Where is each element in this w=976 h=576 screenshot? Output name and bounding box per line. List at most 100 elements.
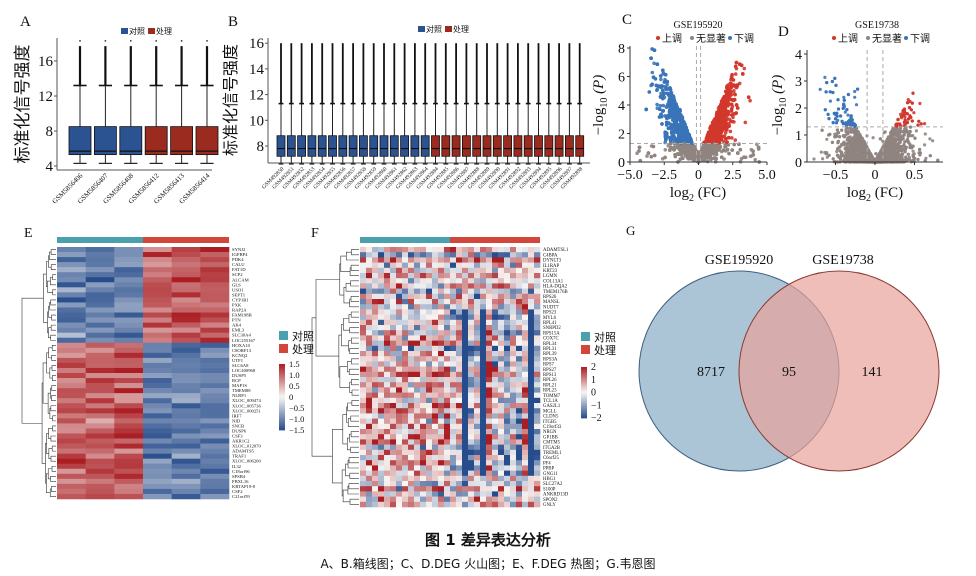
point-ns <box>751 149 755 153</box>
box-body <box>338 135 348 157</box>
point-down <box>669 130 674 135</box>
legend-swatch-treat <box>445 26 452 32</box>
y-tick-label: 16 <box>38 54 54 70</box>
point-up <box>729 90 733 94</box>
plot-title: GSE195920 <box>674 20 723 31</box>
panel-label: B <box>228 14 238 30</box>
outlier-point <box>79 39 81 42</box>
point-down <box>660 122 664 126</box>
box-GSM492893: GSM492893 <box>508 43 533 191</box>
box-GSM492852: GSM492852 <box>282 43 307 191</box>
scatter-points <box>635 47 761 164</box>
legend-label-up: 上调 <box>662 33 682 45</box>
box-body <box>379 135 389 157</box>
legend-label-ns: 无显著 <box>696 32 726 45</box>
box-body <box>575 135 585 157</box>
point-up <box>732 92 737 96</box>
legend-label-control: 对照 <box>129 26 145 36</box>
y-tick-label: 10 <box>249 113 264 129</box>
box-body <box>276 135 286 157</box>
point-ns <box>712 150 716 155</box>
y-tick-label: 8 <box>46 124 54 140</box>
box-GSM492889: GSM492889 <box>467 43 492 191</box>
box-body <box>503 135 513 157</box>
point-ns <box>652 153 657 158</box>
box-GSM492892: GSM492892 <box>498 43 522 191</box>
point-up <box>734 60 739 65</box>
box-GSM492886: GSM492886 <box>436 43 461 191</box>
point-ns <box>748 154 753 159</box>
box-body <box>461 135 471 157</box>
point-down <box>670 107 675 112</box>
box-GSM492891: GSM492891 <box>488 43 513 191</box>
legend-dot-ns <box>690 36 694 40</box>
y-tick-label: 12 <box>249 88 264 104</box>
box-GSM492850: GSM492850 <box>261 43 286 191</box>
box-GSM5856412: GSM5856412 <box>127 39 168 205</box>
point-down <box>658 74 663 78</box>
box-GSM492864: GSM492864 <box>405 43 430 191</box>
box-body <box>472 135 482 157</box>
point-up <box>730 136 734 140</box>
box-body <box>317 135 327 157</box>
outlier-point <box>155 39 158 42</box>
point-down <box>661 103 666 108</box>
box-GSM492858: GSM492858 <box>343 43 368 191</box>
point-down <box>661 109 665 113</box>
point-up <box>748 98 752 103</box>
legend-swatch-control <box>121 28 128 34</box>
box-body <box>410 135 420 157</box>
box-GSM492853: GSM492853 <box>292 43 316 191</box>
point-down <box>650 47 654 51</box>
point-up <box>723 131 728 135</box>
point-up <box>732 89 736 93</box>
box-body <box>451 135 461 157</box>
box-body <box>297 135 307 157</box>
box-body <box>369 135 379 157</box>
point-up <box>730 113 734 117</box>
point-down <box>650 82 654 87</box>
legend-dot-down <box>728 36 732 40</box>
point-up <box>734 111 738 115</box>
legend-swatch-control <box>418 26 425 32</box>
point-up <box>746 95 751 99</box>
point-down <box>652 61 656 66</box>
y-axis-label: 标准化信号强度 <box>221 44 240 156</box>
point-ns <box>738 147 743 152</box>
point-down <box>659 77 663 82</box>
legend: 对照 处理 <box>418 24 469 34</box>
box-body <box>534 135 543 157</box>
box-GSM492860: GSM492860 <box>364 43 389 191</box>
outlier-point <box>129 39 132 42</box>
point-ns <box>637 149 641 153</box>
box-body <box>119 126 143 156</box>
y-tick-label: 8 <box>257 139 265 155</box>
outlier-point <box>104 39 107 42</box>
box-body <box>389 135 399 157</box>
point-ns <box>651 144 656 149</box>
box-body <box>492 135 502 157</box>
point-ns <box>645 154 649 158</box>
box-body <box>286 135 296 157</box>
point-up <box>732 120 736 124</box>
box-GSM492897: GSM492897 <box>549 43 574 191</box>
box-GSM492859: GSM492859 <box>354 43 379 191</box>
legend-label-treat: 处理 <box>453 24 469 34</box>
point-up <box>733 64 738 69</box>
box-body <box>523 135 533 157</box>
point-ns <box>719 155 724 159</box>
point-down <box>665 122 669 127</box>
point-ns <box>753 157 757 162</box>
legend-dot-up <box>656 36 660 40</box>
point-ns <box>730 148 734 152</box>
y-tick-label: 14 <box>249 62 265 78</box>
point-up <box>727 117 732 122</box>
y-tick-label: 16 <box>249 36 265 52</box>
box-body <box>441 135 451 157</box>
point-up <box>733 72 738 76</box>
box-GSM492896: GSM492896 <box>539 43 564 191</box>
point-ns <box>742 155 746 159</box>
